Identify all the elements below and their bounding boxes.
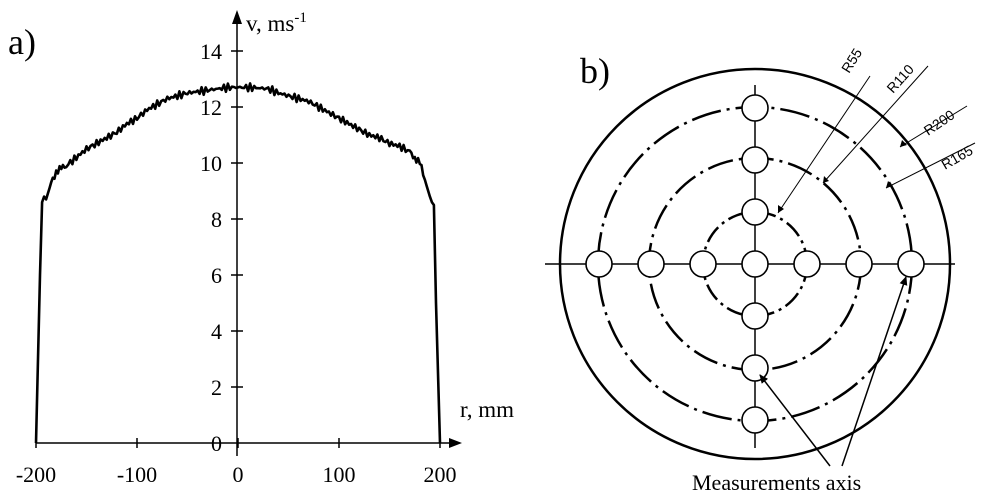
leader-r165-arrow [886,181,893,188]
axis-ticks [35,50,441,448]
y-tick-label-4: 4 [211,319,222,344]
velocity-profile-chart: a) 0 2 4 6 8 10 12 14 -200 -100 0 100 200 v, ms-1 r,… [8,10,514,487]
measurement-point-v2 [741,354,769,382]
measurement-point-v1 [741,302,769,330]
label-r200: R200 [921,106,958,138]
measurement-point-h2 [845,250,873,278]
caption-arrow-vertical-axis [759,374,831,467]
measurement-point-h1 [793,250,821,278]
x-tick-label-100: 100 [323,462,356,487]
y-tick-label-12: 12 [200,95,222,120]
panel-a-label: a) [8,22,36,62]
panel-b-label: b) [580,51,610,91]
y-tick-label-8: 8 [211,207,222,232]
measurement-point-h-3 [585,250,613,278]
measurement-point-h3 [897,250,925,278]
leader-r200-arrow [900,140,907,147]
measurement-point-h-2 [637,250,665,278]
caption-arrow-horizontal-axis [841,276,908,467]
measurement-point-v-3 [741,94,769,122]
leader-r110 [822,65,929,184]
measurement-point-v3 [741,406,769,434]
x-axis-label: r, mm [460,397,514,422]
y-tick-label-10: 10 [200,151,222,176]
measurement-points [585,94,925,434]
axis-tick-labels: 0 2 4 6 8 10 12 14 -200 -100 0 100 200 [16,39,457,487]
x-tick-label--200: -200 [16,462,56,487]
measurement-point-h0 [741,250,769,278]
y-tick-label-0: 0 [211,431,222,456]
leader-r200 [899,105,968,148]
y-tick-label-6: 6 [211,263,222,288]
label-r110: R110 [883,61,917,96]
leader-r55-arrow [778,205,784,213]
label-r55: R55 [838,45,865,75]
leader-r165 [885,142,976,189]
y-axis-label: v, ms-1 [246,10,307,36]
y-tick-label-14: 14 [200,39,222,64]
measurement-point-v-2 [741,146,769,174]
measurements-axis-caption: Measurements axis [692,470,861,495]
x-axis-arrow [449,438,462,448]
y-axis-arrow [232,10,242,24]
leader-r55 [777,75,871,214]
measurement-layout-diagram: b) R55 R110 R200 R165 Measurements axis [545,45,976,495]
label-r165: R165 [939,142,976,173]
measurement-point-v-1 [741,198,769,226]
x-tick-label-0: 0 [233,462,244,487]
leader-r110-arrow [823,176,829,183]
measurement-point-h-1 [689,250,717,278]
x-tick-label-200: 200 [424,462,457,487]
x-tick-label--100: -100 [117,462,157,487]
y-tick-label-2: 2 [211,375,222,400]
velocity-series-line [34,82,442,444]
